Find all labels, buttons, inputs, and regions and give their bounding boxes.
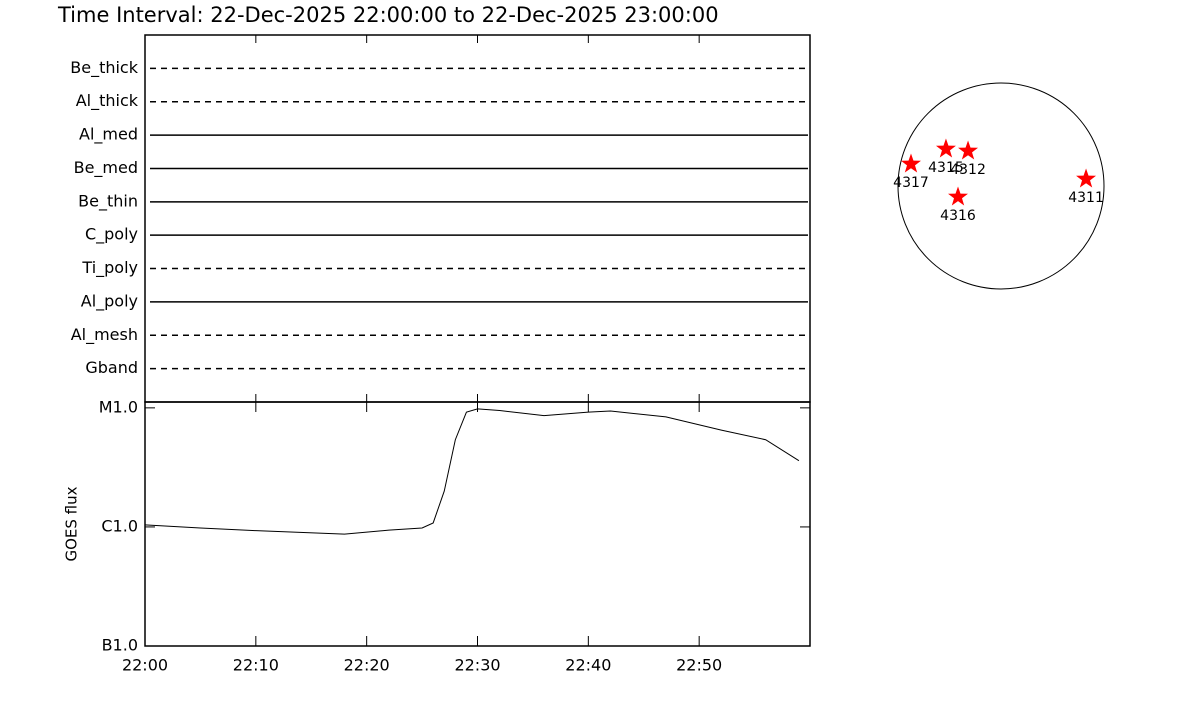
region-label: 4312	[950, 162, 986, 178]
x-tick-label: 22:30	[454, 656, 500, 675]
region-star	[901, 153, 921, 173]
region-label: 4311	[1068, 190, 1104, 206]
x-tick-label: 22:40	[565, 656, 611, 675]
chart-title: Time Interval: 22-Dec-2025 22:00:00 to 2…	[57, 3, 719, 27]
region-label: 4315	[928, 160, 964, 176]
channel-label: C_poly	[85, 225, 138, 245]
channel-label: Be_thick	[70, 58, 138, 78]
region-star	[935, 138, 956, 158]
channel-label: Al_poly	[81, 291, 138, 311]
y-tick-label: B1.0	[102, 636, 138, 655]
solar-disk	[897, 82, 1105, 290]
channel-label: Al_thick	[76, 91, 139, 111]
region-label: 4316	[940, 208, 976, 224]
channel-label: Ti_poly	[81, 258, 138, 278]
x-tick-label: 22:20	[344, 656, 390, 675]
channel-label: Gband	[85, 358, 138, 377]
region-star	[958, 140, 979, 160]
channel-label: Al_mesh	[71, 325, 138, 345]
flux-line	[144, 408, 800, 535]
x-tick-label: 22:10	[233, 656, 279, 675]
y-tick-label: M1.0	[99, 397, 138, 416]
region-star	[948, 186, 968, 206]
y-axis-label: GOES flux	[63, 486, 81, 561]
channel-label: Be_med	[74, 158, 138, 178]
y-tick-label: C1.0	[101, 516, 138, 535]
x-tick-label: 22:50	[676, 656, 722, 675]
x-tick-label: 22:00	[122, 656, 168, 675]
channel-label: Be_thin	[78, 191, 138, 211]
region-label: 4317	[893, 175, 929, 191]
channel-label: Al_med	[79, 125, 138, 145]
region-star	[1076, 168, 1097, 188]
